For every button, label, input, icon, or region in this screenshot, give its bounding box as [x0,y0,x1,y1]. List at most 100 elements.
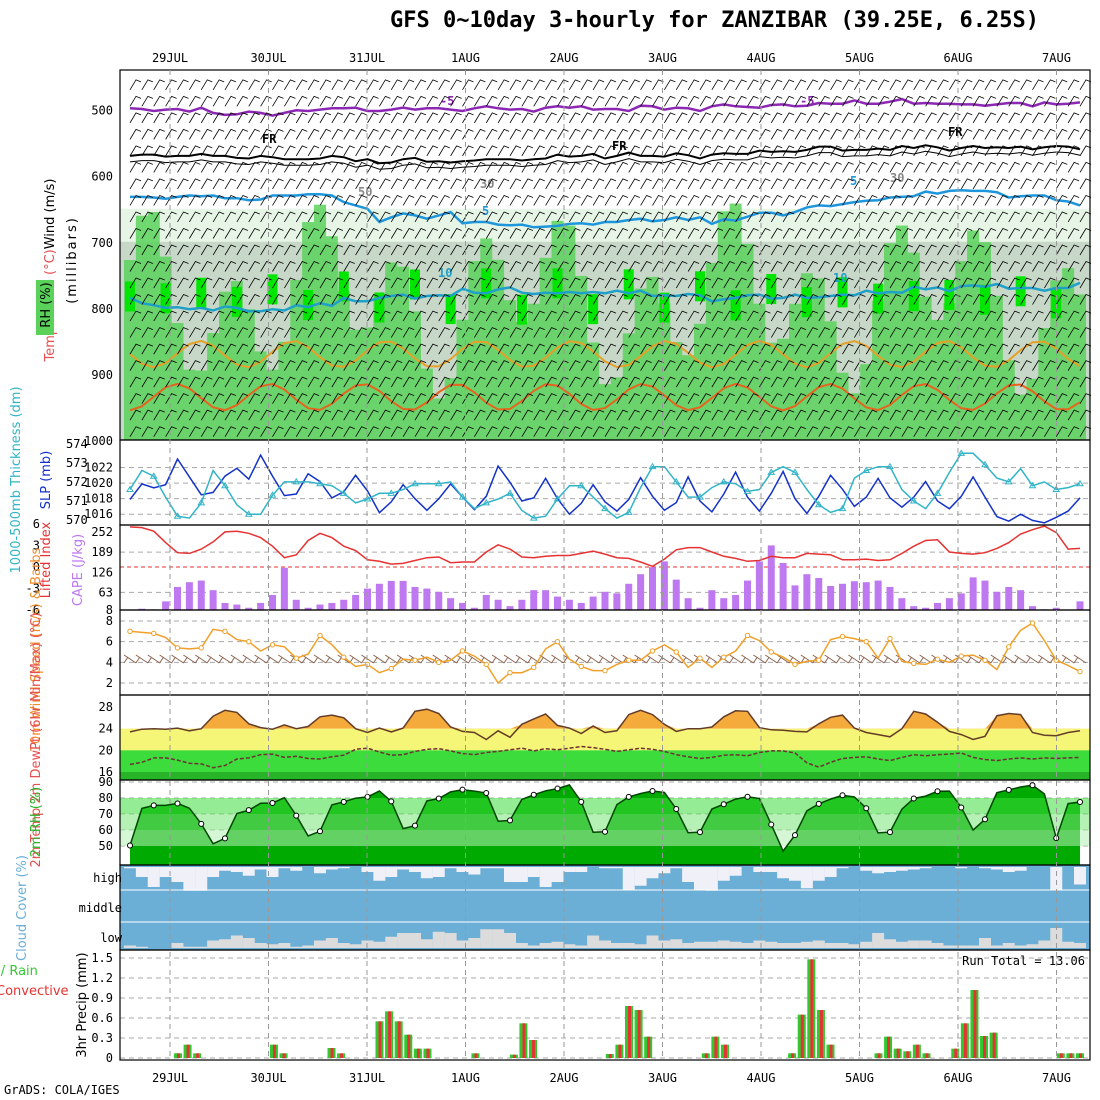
wind-barb [865,211,878,223]
wind-barb [426,360,439,371]
wind-barb [260,112,272,124]
wind-barb [248,244,260,256]
cloud-high-gap [314,867,326,874]
wind-barb [307,310,320,322]
wind-speed-marker [911,660,917,667]
wind-barb [426,112,439,124]
wind-barb [1067,409,1080,421]
cloud-high-gap [800,867,813,889]
wind-barb [830,360,842,371]
wind-barb [1044,145,1056,157]
wind-barb [474,426,486,437]
wind-barb [367,409,379,421]
wind-barb [604,294,617,305]
cape-bar [269,594,276,610]
rh-shade-column [563,225,576,440]
wind-speed-marker [578,663,584,670]
wind-barb [592,327,605,338]
wind-barb [616,343,629,355]
wind-barb [248,112,260,124]
wind-barb [569,343,581,355]
wind-barb [212,277,225,289]
wind-barb [260,95,272,107]
wind-barb [450,327,462,338]
wind-barb [426,95,439,107]
wind-barb [390,145,403,157]
li-tick: 6 [33,517,40,531]
wind-barb [782,327,795,338]
wind-barb [533,244,545,256]
wind-barb [474,128,486,140]
cloud-low-bar [967,945,980,948]
wind-barb [1008,426,1020,437]
wind-barb [343,112,355,124]
cloud-low-bar [919,940,932,948]
cloud-low-bar [539,943,552,948]
wind-barb [759,194,771,206]
wind-barb [509,161,522,173]
wind-barb [937,95,949,107]
wind-barb [367,145,379,157]
wind-barb [284,227,296,239]
contour-label: 10 [438,266,452,280]
wind-barb [224,277,237,289]
wind-barb [996,393,1009,404]
wind-barb [925,79,937,91]
thickness-tick: 573 [66,456,88,470]
cape-tick: 252 [91,525,113,539]
wind-barb [272,277,284,289]
wind-barb [723,145,735,157]
cloud-low-bar [670,939,683,948]
wind-barb [426,343,439,355]
wind-barb [616,244,629,256]
wind-barb [770,79,783,91]
wind-barb [592,95,605,107]
wind-barb [343,244,355,256]
rh-shade-column [848,393,861,440]
wind-barb [616,128,629,140]
wind-barb [189,261,201,272]
wind-barb [913,95,925,107]
wind-barb [153,227,165,239]
wind-barb [640,393,652,404]
cloud-low-bar [444,933,457,948]
wind-barb [355,426,367,437]
wind-barb [972,95,985,107]
wind-barb-10m [919,654,932,664]
wind-barb [1044,194,1056,206]
wind-barb [747,178,759,190]
wind-barb [1032,112,1044,124]
wind-barb-10m [301,654,315,664]
wind-barb [794,426,807,437]
wind-barb [212,426,225,437]
wind-barb [545,79,557,91]
cloud-low-bar [385,936,398,948]
wind-barb [949,277,961,289]
wind-barb [1055,409,1068,421]
wind-barb [141,310,154,322]
wind-barb [664,409,676,421]
rh-tick: 60 [99,823,113,837]
wind-barb [675,360,688,371]
wind-barb [901,244,914,256]
wind-barb [937,261,949,272]
wind-barb [545,145,557,157]
cape-bar [1052,607,1060,610]
wind-barb [497,112,510,124]
wind-barb [307,294,320,305]
wind-barb [1020,211,1032,223]
li-tick: -6 [26,603,40,617]
cloud-low-bar [741,943,754,948]
wind-barb [972,178,985,190]
wind-barb [414,79,427,91]
wind-barb [390,227,403,239]
wind-barb [1020,294,1032,305]
wind-barb [533,128,545,140]
wind-barb [818,261,830,272]
wind-barb [509,178,522,190]
cloud-high-gap [135,867,148,877]
wind-barb [129,128,142,140]
wind-barb [331,244,344,256]
wind-barb [806,277,819,289]
wind-barb [782,294,795,305]
